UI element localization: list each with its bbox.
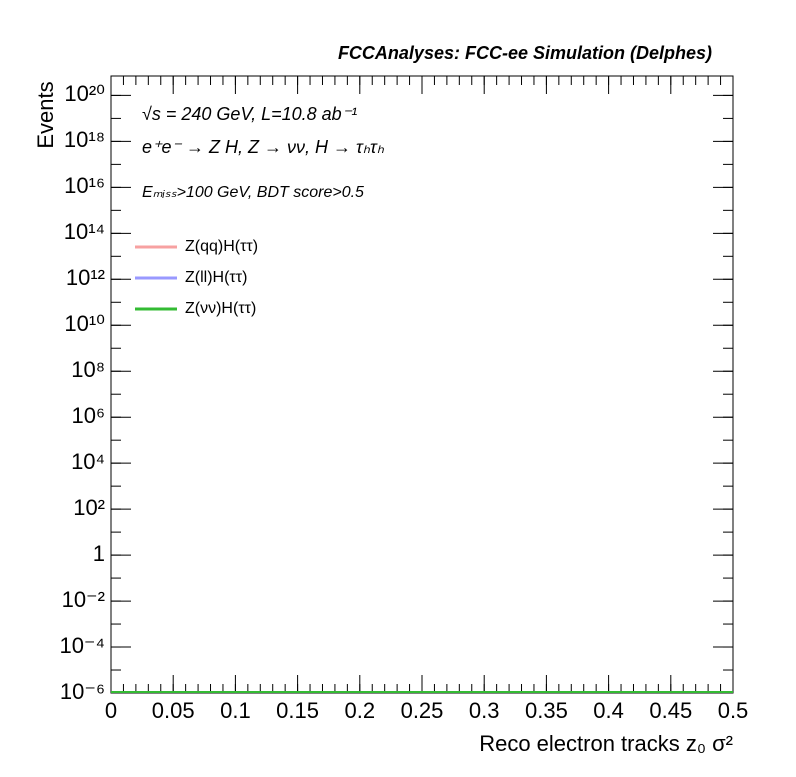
y-tick-label: 10⁻²: [62, 587, 105, 612]
y-tick-label: 10¹⁸: [64, 127, 105, 152]
x-tick-label: 0.4: [593, 698, 624, 723]
y-tick-label: 1: [93, 541, 105, 566]
y-tick-label: 10⁴: [71, 449, 105, 474]
annotation: e⁺e⁻ → Z H, Z → νν, H → τₕτₕ: [142, 137, 385, 157]
y-tick-label: 10¹⁰: [64, 311, 105, 336]
x-tick-label: 0.25: [401, 698, 444, 723]
y-tick-label: 10⁶: [71, 403, 105, 428]
legend-label: Z(ll)H(ττ): [185, 269, 247, 286]
y-tick-label: 10¹⁶: [64, 173, 105, 198]
x-tick-label: 0.35: [525, 698, 568, 723]
legend-label: Z(qq)H(ττ): [185, 238, 258, 255]
annotation: Eₘᵢₛₛ>100 GeV, BDT score>0.5: [142, 184, 364, 201]
y-tick-label: 10²⁰: [64, 81, 105, 106]
x-axis-label: Reco electron tracks z₀ σ²: [479, 731, 733, 756]
x-tick-label: 0.2: [345, 698, 376, 723]
y-tick-label: 10²: [73, 495, 105, 520]
x-tick-label: 0.3: [469, 698, 500, 723]
x-tick-label: 0.05: [152, 698, 195, 723]
chart-title: FCCAnalyses: FCC-ee Simulation (Delphes): [338, 43, 712, 63]
y-tick-label: 10¹²: [66, 265, 105, 290]
legend-label: Z(νν)H(ττ): [185, 300, 256, 317]
y-tick-label: 10¹⁴: [64, 219, 105, 244]
plot-frame: [110, 75, 734, 694]
y-tick-label: 10⁻⁶: [60, 679, 105, 704]
y-tick-label: 10⁸: [71, 357, 105, 382]
x-tick-label: 0.1: [220, 698, 251, 723]
x-tick-label: 0.15: [276, 698, 319, 723]
x-tick-label: 0: [105, 698, 117, 723]
y-axis-label: Events: [33, 81, 58, 148]
y-tick-label: 10⁻⁴: [59, 633, 105, 658]
annotation: √s = 240 GeV, L=10.8 ab⁻¹: [142, 104, 357, 124]
x-tick-label: 0.45: [649, 698, 692, 723]
x-tick-label: 0.5: [718, 698, 749, 723]
